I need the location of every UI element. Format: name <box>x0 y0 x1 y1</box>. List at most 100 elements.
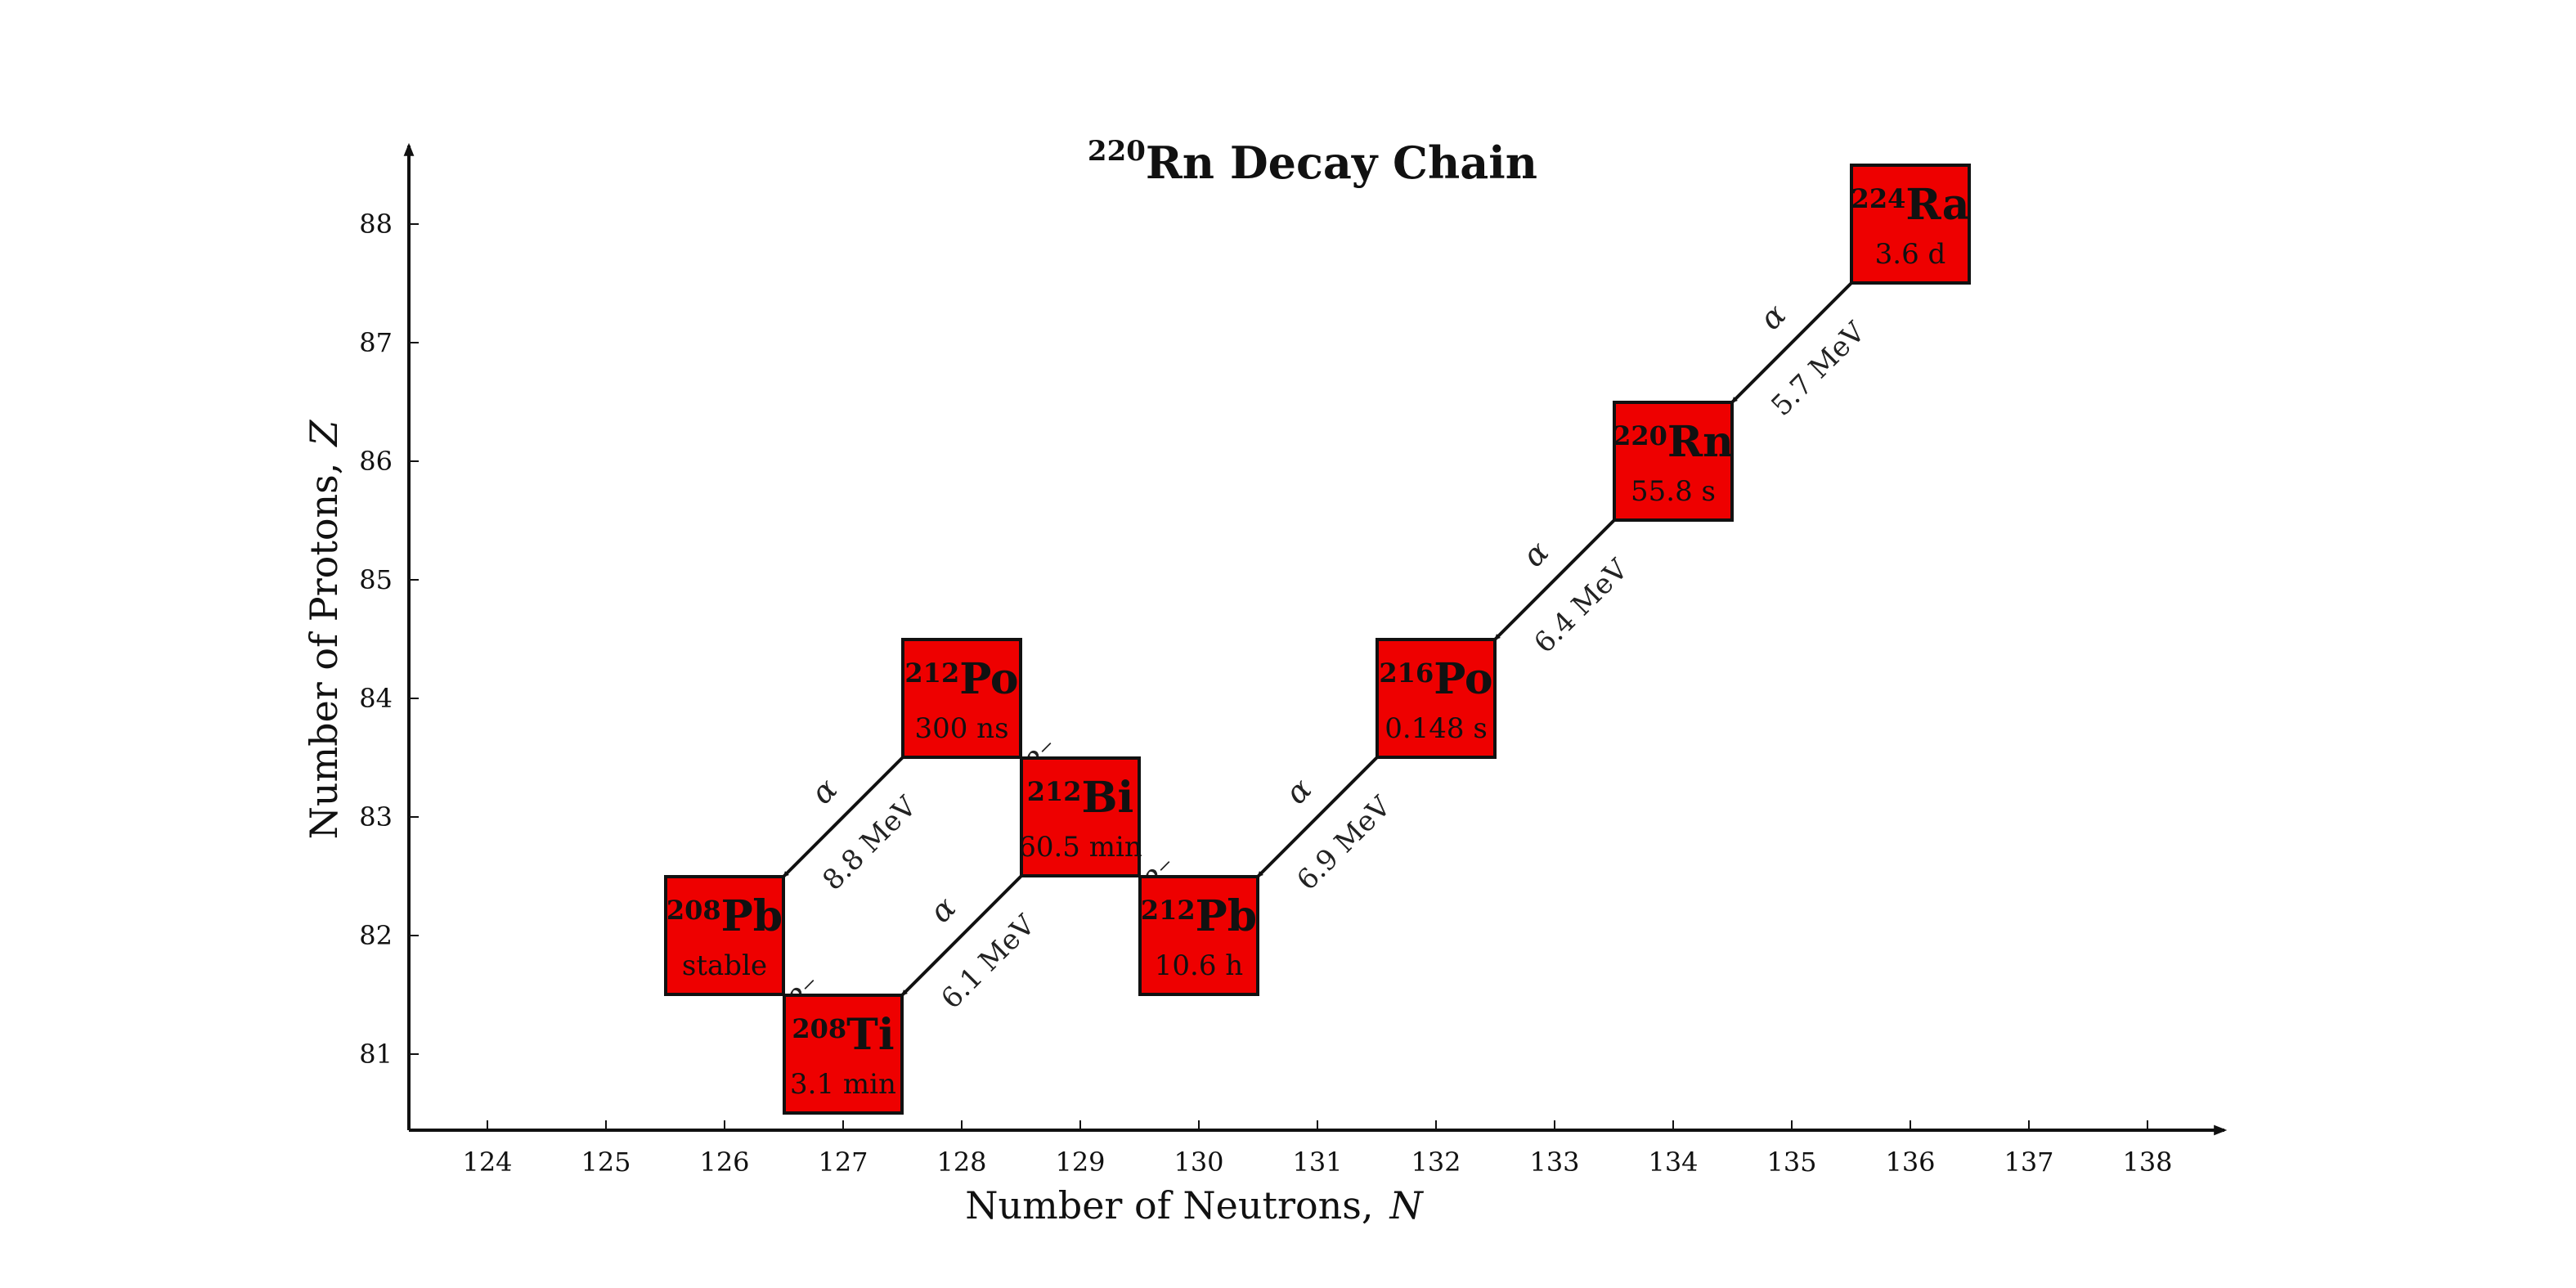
nuclide-half-life: 55.8 s <box>1631 475 1716 508</box>
nuclide-mass-number: 208 <box>666 895 721 926</box>
x-tick-label: 138 <box>2122 1147 2172 1178</box>
x-tick-label: 126 <box>699 1147 749 1178</box>
nuclide-pb208: 208Pb stable <box>664 875 785 996</box>
nuclide-half-life: 300 ns <box>914 712 1008 745</box>
x-tick-label: 130 <box>1174 1147 1223 1178</box>
nuclide-mass-number: 224 <box>1851 183 1906 214</box>
decay-rn220-to-po216: α6.4 MeV <box>1493 518 1636 660</box>
nuclide-label: 212Po <box>904 654 1018 704</box>
x-tick-label: 125 <box>581 1147 631 1178</box>
x-tick-label: 137 <box>2004 1147 2053 1178</box>
x-tick-label: 136 <box>1885 1147 1935 1178</box>
nuclide-label: 216Po <box>1379 654 1492 704</box>
nuclide-symbol: Po <box>959 654 1018 704</box>
nuclide-symbol: Ti <box>846 1010 894 1060</box>
nuclide-po212: 212Po 300 ns <box>901 638 1022 759</box>
x-tick-label: 131 <box>1292 1147 1342 1178</box>
x-ticks: 124 125 126 127 128 129 130 131 132 133 134 135 136 1… <box>462 1120 2173 1178</box>
title-text: Decay Chain <box>1214 137 1537 189</box>
nuclide-half-life: 3.6 d <box>1875 238 1946 271</box>
decay-arrow-line <box>782 756 904 878</box>
decay-mode-label: α <box>922 890 963 930</box>
nuclide-pb212: 212Pb 10.6 h <box>1138 875 1259 996</box>
y-axis-variable: Z <box>302 420 346 448</box>
chart-title: 220Rn Decay Chain <box>1088 135 1537 189</box>
y-tick-label: 84 <box>359 683 393 714</box>
decay-po216-to-pb212: α6.9 MeV <box>1256 756 1398 897</box>
nuclide-label: 208Ti <box>792 1010 894 1060</box>
decay-mode-label: α <box>804 771 844 811</box>
y-ticks: 81 82 83 84 85 86 87 88 <box>359 209 419 1070</box>
y-axis-title: Number of Protons, Z <box>302 420 346 840</box>
nuclide-box <box>1138 875 1259 996</box>
decay-bi212-to-ti208: α6.1 MeV <box>900 874 1043 1016</box>
nuclide-mass-number: 212 <box>904 657 959 689</box>
y-tick-label: 88 <box>359 209 393 240</box>
decay-mode-label: α <box>1515 534 1555 574</box>
x-tick-label: 134 <box>1648 1147 1698 1178</box>
decay-arrow-line <box>900 874 1023 997</box>
nuclide-rn220: 220Rn 55.8 s <box>1613 401 1734 522</box>
nuclide-symbol: Bi <box>1082 773 1134 823</box>
nuclide-label: 208Pb <box>666 891 783 941</box>
y-tick-label: 87 <box>359 327 393 358</box>
title-element-symbol: Rn <box>1146 137 1214 189</box>
decay-po212-to-pb208: α8.8 MeV <box>782 756 924 897</box>
y-tick-label: 86 <box>359 446 393 477</box>
y-tick-label: 83 <box>359 801 393 832</box>
x-axis-title-text: Number of Neutrons, <box>965 1183 1373 1227</box>
nuclide-po216: 216Po 0.148 s <box>1376 638 1497 759</box>
x-tick-label: 124 <box>462 1147 512 1178</box>
nuclide-label: 224Ra <box>1851 180 1970 230</box>
nuclide-label: 212Pb <box>1141 891 1257 941</box>
nuclide-label: 220Rn <box>1613 417 1734 467</box>
x-tick-label: 132 <box>1411 1147 1461 1178</box>
nuclide-box <box>783 994 904 1115</box>
nuclide-box <box>1020 756 1141 877</box>
x-tick-label: 129 <box>1055 1147 1105 1178</box>
nuclide-symbol: Pb <box>1196 891 1257 941</box>
nuclide-half-life: stable <box>682 949 767 982</box>
decay-arrow-line <box>1493 518 1616 641</box>
title-mass-number: 220 <box>1088 135 1146 168</box>
x-tick-label: 133 <box>1529 1147 1579 1178</box>
nuclide-mass-number: 212 <box>1141 895 1196 926</box>
nuclide-symbol: Pb <box>721 891 783 941</box>
y-tick-label: 85 <box>359 564 393 595</box>
nuclide-box <box>1850 164 1971 285</box>
decay-ra224-to-rn220: α5.7 MeV <box>1730 281 1873 423</box>
x-tick-label: 128 <box>936 1147 986 1178</box>
y-tick-label: 81 <box>359 1039 393 1070</box>
axes: 124 125 126 127 128 129 130 131 132 133 134 135 136 1… <box>359 142 2228 1178</box>
nuclide-mass-number: 208 <box>792 1013 846 1044</box>
nuclide-half-life: 60.5 min <box>1018 831 1142 864</box>
nuclide-label: 212Bi <box>1027 773 1134 823</box>
nuclide-ti208: 208Ti 3.1 min <box>783 994 904 1115</box>
x-tick-label: 135 <box>1766 1147 1816 1178</box>
x-axis-title: Number of Neutrons, N <box>965 1183 1424 1227</box>
decay-arrow-line <box>1730 281 1853 404</box>
nuclide-box <box>664 875 785 996</box>
nuclide-half-life: 10.6 h <box>1155 949 1243 982</box>
nuclide-box <box>1376 638 1497 759</box>
decay-arrow-line <box>1256 756 1379 878</box>
x-tick-label: 127 <box>818 1147 868 1178</box>
decay-mode-label: α <box>1752 297 1793 337</box>
nuclide-mass-number: 220 <box>1613 420 1667 451</box>
y-axis-title-text: Number of Protons, <box>302 463 346 840</box>
y-tick-label: 82 <box>359 920 393 951</box>
decay-mode-label: α <box>1278 771 1318 811</box>
nuclide-ra224: 224Ra 3.6 d <box>1850 164 1971 285</box>
nuclide-box <box>1613 401 1734 522</box>
nuclide-symbol: Po <box>1434 654 1492 704</box>
nuclide-mass-number: 212 <box>1027 776 1082 807</box>
nuclide-mass-number: 216 <box>1379 657 1434 689</box>
x-axis-variable: N <box>1389 1183 1425 1227</box>
nuclide-symbol: Rn <box>1667 417 1734 467</box>
nuclide-symbol: Ra <box>1905 180 1969 230</box>
nuclide-half-life: 3.1 min <box>790 1068 896 1101</box>
nuclide-bi212: 212Bi 60.5 min <box>1018 756 1142 877</box>
nuclide-half-life: 0.148 s <box>1384 712 1488 745</box>
